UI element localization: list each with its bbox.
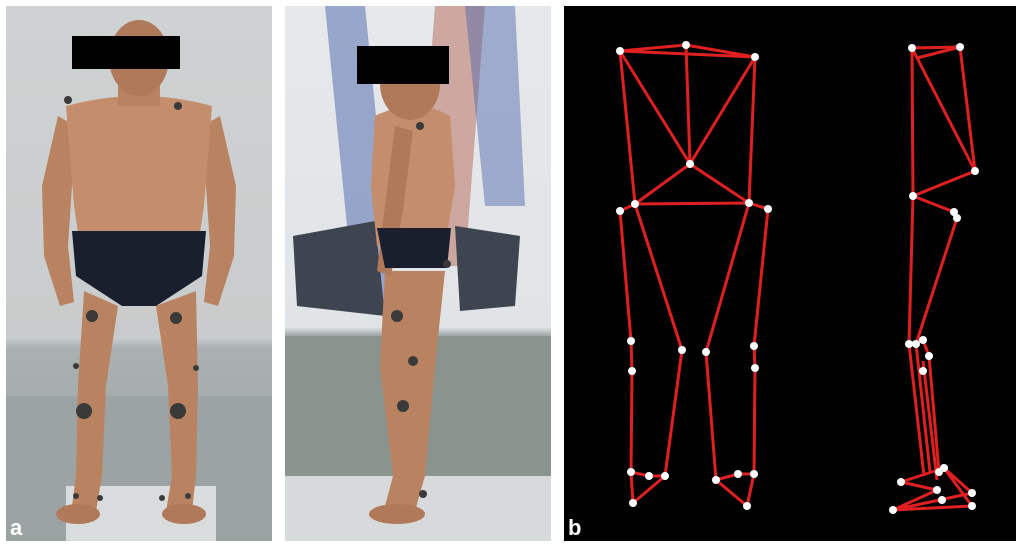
briefs (72, 231, 206, 306)
marker (170, 312, 182, 324)
censor-bar (357, 46, 449, 84)
legs (380, 271, 445, 511)
side-figure-illustration (285, 6, 551, 541)
panel-label-b: b (568, 515, 582, 540)
front-view-photo: a (6, 6, 272, 541)
marker (443, 260, 451, 268)
skeleton-points (616, 41, 979, 514)
marker (159, 495, 165, 501)
marker (419, 490, 427, 498)
panel-label-a: a (10, 515, 23, 540)
torso (66, 96, 212, 246)
marker (73, 363, 79, 369)
skeleton-diagram (616, 41, 979, 514)
front-figure-illustration (6, 20, 272, 541)
left-foot (56, 504, 100, 524)
right-leg (156, 291, 198, 511)
marker (397, 400, 409, 412)
skeleton-model-panel: b (564, 6, 1016, 541)
background-mural (465, 6, 525, 206)
marker (391, 310, 403, 322)
censor-bar (72, 36, 180, 69)
background-equipment (293, 221, 385, 316)
background-equipment (455, 226, 520, 311)
side-view-photo (285, 6, 551, 541)
left-leg (72, 291, 118, 511)
feet (369, 504, 425, 524)
marker (416, 122, 424, 130)
front-skeleton-lines (618, 43, 770, 508)
marker (97, 495, 103, 501)
marker (170, 403, 186, 419)
marker (408, 356, 418, 366)
marker (193, 365, 199, 371)
marker (185, 493, 191, 499)
marker (174, 102, 182, 110)
marker (76, 403, 92, 419)
marker (64, 96, 72, 104)
side-skeleton-lines (891, 45, 977, 512)
marker (86, 310, 98, 322)
marker (73, 493, 79, 499)
right-foot (162, 504, 206, 524)
briefs (377, 228, 451, 268)
